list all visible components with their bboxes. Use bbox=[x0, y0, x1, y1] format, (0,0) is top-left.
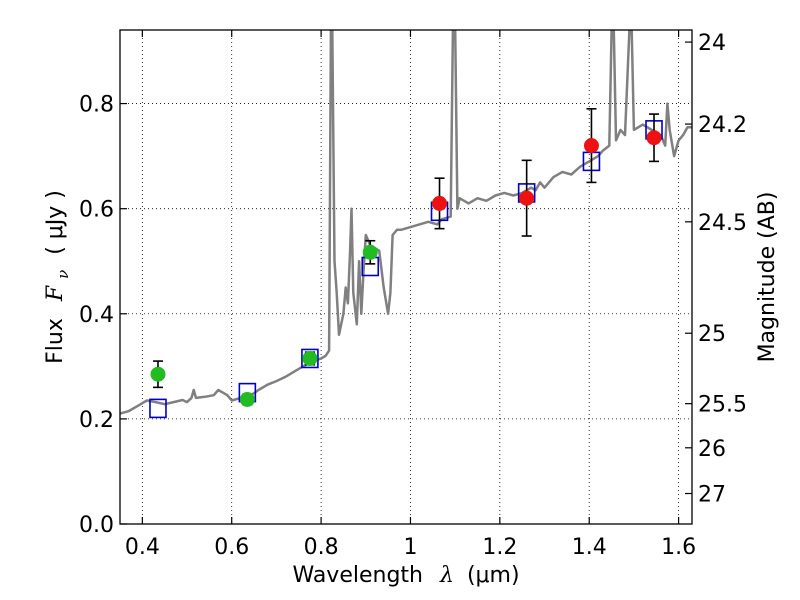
y2-tick-label: 26 bbox=[698, 437, 726, 462]
y-axis-label-unit: ( μJy ) bbox=[43, 190, 68, 255]
y-tick-label: 0.0 bbox=[79, 513, 114, 538]
x-tick-label: 1.2 bbox=[482, 535, 517, 560]
x-tick-label: 1.4 bbox=[572, 535, 607, 560]
plot-frame bbox=[119, 29, 693, 525]
x-axis-label-text: Wavelength bbox=[292, 563, 423, 588]
y2-tick-label: 24 bbox=[698, 31, 726, 56]
x-axis-label-symbol: λ bbox=[439, 563, 454, 588]
model-spectrum-group bbox=[120, 30, 692, 415]
green-data-point bbox=[302, 350, 318, 366]
y2-tick-label: 25 bbox=[698, 322, 726, 347]
y-axis-label-text: Flux bbox=[43, 318, 68, 364]
red-data-point bbox=[646, 130, 662, 146]
y-tick-label: 0.8 bbox=[79, 93, 114, 118]
y-axis-label: Flux F ν ( μJy ) bbox=[43, 190, 74, 364]
y-tick-label: 0.6 bbox=[79, 198, 114, 223]
x-axis-label: Wavelength λ (μm) bbox=[292, 563, 519, 588]
y2-axis-label: Magnitude (AB) bbox=[755, 192, 780, 363]
y2-tick-label: 25.5 bbox=[698, 393, 747, 418]
tick-group: 0.4 0.6 0.8 1 1.2 1.4 1.6 0.0 0.2 0.4 0.6 0.8 24 24.2… bbox=[79, 30, 747, 560]
y-axis-label-symbol: F bbox=[43, 285, 68, 302]
red-data-point bbox=[583, 138, 599, 154]
y2-tick-label: 24.5 bbox=[698, 211, 747, 236]
green-data-point bbox=[362, 244, 378, 260]
model-spectrum-line bbox=[120, 30, 692, 415]
red-data-point bbox=[519, 190, 535, 206]
x-tick-label: 0.8 bbox=[304, 535, 339, 560]
red-data-point bbox=[432, 195, 448, 211]
x-tick-label: 1.6 bbox=[661, 535, 696, 560]
x-tick-label: 0.6 bbox=[214, 535, 249, 560]
x-axis-label-unit: (μm) bbox=[467, 563, 520, 588]
y-axis-label-subscript: ν bbox=[54, 270, 72, 279]
green-data-point bbox=[150, 366, 166, 382]
green-data-point bbox=[239, 391, 255, 407]
model-box bbox=[301, 348, 319, 369]
x-tick-label: 0.4 bbox=[125, 535, 160, 560]
data-point-group bbox=[150, 130, 662, 407]
plot-background bbox=[120, 30, 692, 524]
y-tick-label: 0.2 bbox=[79, 408, 114, 433]
y-tick-label: 0.4 bbox=[79, 303, 114, 328]
x-tick-label: 1 bbox=[403, 535, 417, 560]
y2-tick-label: 27 bbox=[698, 483, 726, 508]
y2-tick-label: 24.2 bbox=[698, 113, 747, 138]
model-box bbox=[149, 398, 167, 419]
